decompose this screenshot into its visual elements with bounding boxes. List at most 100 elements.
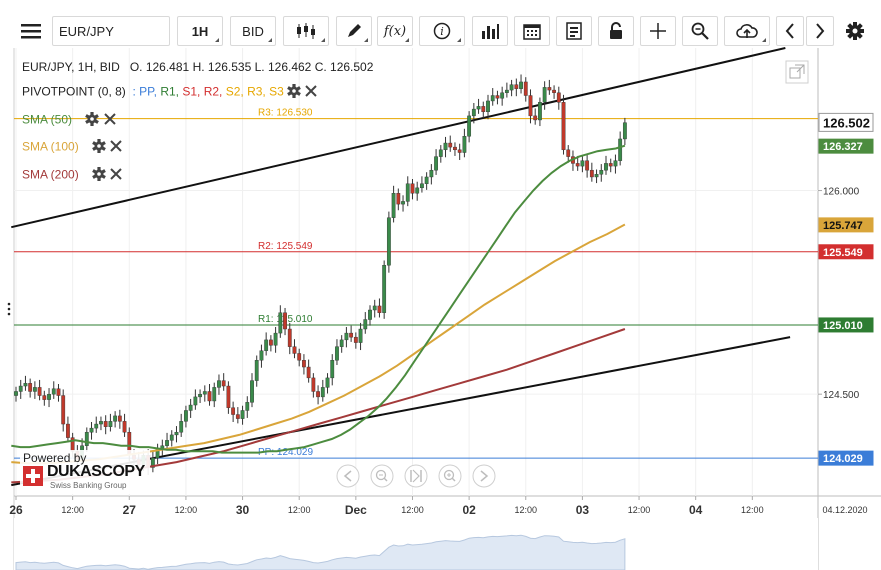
sma100-settings-gear[interactable] bbox=[92, 139, 106, 156]
x-axis: 26 12:00 27 12:00 30 12:00 Dec 12:00 02 12:00 03 12… bbox=[9, 496, 868, 517]
pivot-level-s3: S3 bbox=[269, 84, 284, 99]
x-tick-label: 12:00 bbox=[401, 505, 424, 515]
close-icon bbox=[110, 140, 123, 152]
close-icon bbox=[110, 168, 123, 180]
zoom-out-icon bbox=[375, 469, 388, 482]
candle-body bbox=[377, 305, 382, 313]
candle-body bbox=[184, 410, 188, 422]
candle-body bbox=[382, 265, 387, 313]
pivot-level-s2: S2, bbox=[225, 84, 248, 99]
price-badge: 126.502 bbox=[823, 115, 870, 130]
candle-body bbox=[283, 312, 287, 330]
menu-button[interactable] bbox=[14, 16, 48, 46]
gear-icon bbox=[85, 112, 100, 126]
sma200-remove-button[interactable] bbox=[109, 167, 123, 184]
report-button[interactable] bbox=[556, 16, 592, 46]
prev-icon bbox=[343, 470, 352, 482]
indicators-button[interactable]: f(x) bbox=[377, 16, 413, 46]
info-button[interactable]: i bbox=[419, 16, 465, 46]
gear-icon bbox=[846, 22, 864, 40]
candle-body bbox=[84, 431, 89, 446]
price-badge: 126.327 bbox=[823, 141, 863, 153]
candle-body bbox=[599, 169, 604, 175]
info-icon: i bbox=[433, 22, 451, 40]
sma100-remove-button[interactable] bbox=[109, 139, 123, 156]
candle-body bbox=[420, 183, 424, 189]
candle-body bbox=[434, 156, 438, 171]
next-button[interactable] bbox=[472, 464, 496, 488]
calendar-button[interactable] bbox=[514, 16, 550, 46]
price-badge: 125.010 bbox=[823, 320, 863, 332]
candle-body bbox=[264, 339, 269, 351]
ohlc-header: EUR/JPY, 1H, BID O. 126.481 H. 126.535 L… bbox=[22, 60, 374, 74]
candle-body bbox=[14, 391, 18, 396]
candle-body bbox=[292, 346, 297, 354]
candle-body bbox=[405, 183, 410, 202]
candle-body bbox=[273, 332, 278, 346]
candle-body bbox=[240, 410, 245, 419]
candle-body bbox=[235, 414, 240, 419]
timeframe-selector[interactable]: 1H bbox=[177, 16, 223, 46]
volume-button[interactable] bbox=[472, 16, 508, 46]
candle-body bbox=[618, 138, 623, 161]
zoom-button[interactable] bbox=[682, 16, 718, 46]
expand-button[interactable] bbox=[785, 60, 809, 84]
candle-body bbox=[278, 312, 283, 334]
sma50-settings-gear[interactable] bbox=[85, 112, 100, 129]
lock-button[interactable] bbox=[598, 16, 634, 46]
candle-body bbox=[51, 388, 56, 395]
candle-body bbox=[99, 421, 103, 425]
resize-handle[interactable] bbox=[7, 302, 11, 316]
y-tick-label: 126.000 bbox=[823, 187, 860, 198]
candle-body bbox=[179, 421, 184, 433]
candle-body bbox=[174, 431, 179, 436]
candle-body bbox=[575, 163, 580, 167]
candle-body bbox=[122, 421, 127, 433]
candle-body bbox=[325, 377, 330, 388]
pivot-settings-gear[interactable] bbox=[287, 84, 301, 101]
x-tick-label: 26 bbox=[9, 503, 23, 517]
candle-body bbox=[165, 440, 169, 446]
candle-body bbox=[344, 332, 349, 341]
settings-button[interactable] bbox=[840, 16, 870, 46]
symbol-selector[interactable]: EUR/JPY bbox=[52, 16, 170, 46]
candle-body bbox=[23, 383, 28, 387]
price-badge-bg bbox=[818, 112, 874, 132]
chart-type-button[interactable] bbox=[283, 16, 329, 46]
sma100-legend: SMA (100) bbox=[22, 139, 123, 156]
candle-body bbox=[594, 174, 599, 178]
crosshair-button[interactable] bbox=[640, 16, 676, 46]
candle-body bbox=[56, 388, 61, 396]
reset-button[interactable] bbox=[404, 464, 428, 488]
candle-body bbox=[490, 95, 495, 102]
candle-body bbox=[547, 87, 552, 91]
candle-body bbox=[514, 84, 519, 89]
candle-body bbox=[311, 377, 316, 392]
price-badge: 124.029 bbox=[823, 453, 863, 465]
candle-body bbox=[113, 415, 118, 422]
zoom-icon bbox=[691, 22, 709, 40]
candle-body bbox=[401, 201, 405, 205]
pivot-legend: PIVOTPOINT (0, 8) : PP, R1, S1, R2, S2, … bbox=[22, 84, 318, 101]
zoom-out-button[interactable] bbox=[370, 464, 394, 488]
navigator-series bbox=[15, 534, 626, 570]
zoom-in-button[interactable] bbox=[438, 464, 462, 488]
price-side-selector[interactable]: BID bbox=[230, 16, 276, 46]
x-tick-label: 12:00 bbox=[288, 505, 311, 515]
candle-body bbox=[268, 339, 273, 346]
price-badge-bg bbox=[818, 317, 874, 333]
prev-button[interactable] bbox=[336, 464, 360, 488]
export-button[interactable] bbox=[724, 16, 770, 46]
pivot-remove-button[interactable] bbox=[304, 84, 318, 101]
scroll-right-button[interactable] bbox=[806, 16, 834, 46]
drawing-button[interactable] bbox=[336, 16, 372, 46]
swiss-cross-icon bbox=[23, 466, 43, 486]
sma200-settings-gear[interactable] bbox=[92, 167, 106, 184]
sma50-remove-button[interactable] bbox=[103, 112, 117, 129]
candle-body bbox=[103, 421, 108, 427]
x-tick-label: 12:00 bbox=[628, 505, 651, 515]
candle-body bbox=[396, 193, 401, 205]
scroll-left-button[interactable] bbox=[776, 16, 804, 46]
candle-body bbox=[188, 404, 193, 411]
